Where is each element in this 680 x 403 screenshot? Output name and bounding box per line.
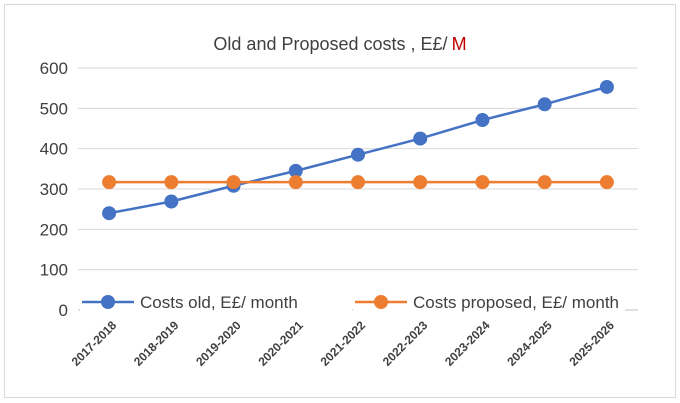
data-point: [413, 175, 428, 190]
data-point: [537, 97, 552, 112]
y-axis-tick-labels: 0 100 200 300 400 500 600: [40, 59, 68, 320]
legend-marker: [101, 295, 115, 309]
series-2: [102, 175, 614, 190]
y-tick-label: 100: [40, 261, 68, 280]
data-point: [599, 79, 614, 94]
y-tick-label: 200: [40, 220, 68, 239]
chart-title-accent: M: [452, 34, 467, 54]
data-point: [226, 175, 241, 190]
legend-label: Costs proposed, E£/ month: [413, 293, 619, 312]
data-point: [102, 206, 117, 221]
data-point: [475, 113, 490, 128]
data-point: [599, 175, 614, 190]
chart-title: Old and Proposed costs , E£/M: [213, 34, 466, 54]
y-tick-label: 600: [40, 59, 68, 78]
data-point: [351, 147, 365, 162]
data-point: [288, 163, 303, 178]
data-point: [351, 175, 365, 190]
series-1: [102, 79, 614, 221]
data-point: [164, 194, 179, 209]
y-tick-label: 300: [40, 180, 68, 199]
legend-label: Costs old, E£/ month: [140, 293, 298, 312]
chart-title-main: Old and Proposed costs , E£/: [213, 34, 447, 54]
legend: Costs old, E£/ month Costs proposed, E£/ …: [80, 290, 625, 314]
y-tick-label: 400: [40, 140, 68, 159]
data-point: [288, 175, 303, 190]
series-layer: [102, 79, 614, 221]
chart-border: [4, 4, 676, 398]
legend-marker: [374, 295, 388, 309]
data-point: [537, 175, 552, 190]
y-tick-label: 0: [59, 301, 68, 320]
y-tick-label: 500: [40, 99, 68, 118]
data-point: [475, 175, 490, 190]
data-point: [164, 175, 179, 190]
data-point: [102, 175, 117, 190]
data-point: [413, 131, 428, 146]
